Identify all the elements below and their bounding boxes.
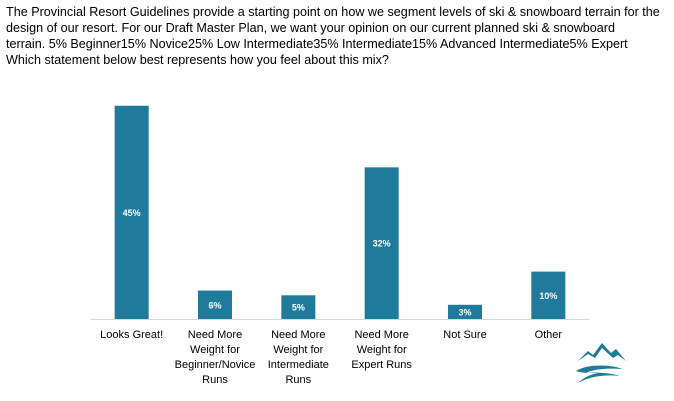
question-text: The Provincial Resort Guidelines provide… (6, 4, 670, 68)
data-label: 6% (208, 300, 221, 310)
question-line: The Provincial Resort Guidelines provide… (6, 5, 660, 19)
category-label: Weight for (357, 344, 407, 356)
data-label: 3% (458, 307, 471, 317)
data-label: 5% (292, 303, 305, 313)
category-label: Need More (271, 329, 325, 341)
bar (198, 290, 232, 319)
category-label: Other (535, 329, 563, 341)
data-label: 45% (123, 208, 141, 218)
bar (281, 295, 316, 319)
category-label: Runs (202, 374, 228, 386)
category-label: Runs (285, 374, 311, 386)
bar (364, 167, 399, 319)
mountain-logo-icon (576, 343, 626, 383)
category-label: Intermediate (268, 359, 329, 371)
data-label: 10% (539, 291, 557, 301)
category-label: Looks Great! (100, 329, 163, 341)
category-label: Need More (188, 329, 242, 341)
data-label: 32% (373, 239, 391, 249)
bar (531, 271, 566, 319)
bar (114, 105, 149, 319)
category-label: Need More (354, 329, 408, 341)
category-label: Expert Runs (351, 359, 412, 371)
category-label: Beginner/Novice (175, 359, 256, 371)
question-line: Which statement below best represents ho… (6, 53, 389, 67)
category-label: Weight for (273, 344, 323, 356)
question-line: terrain. 5% Beginner15% Novice25% Low In… (6, 37, 628, 51)
category-label: Not Sure (443, 329, 486, 341)
category-label: Weight for (190, 344, 240, 356)
bar (448, 304, 482, 319)
question-line: design of our resort. For our Draft Mast… (6, 21, 616, 35)
